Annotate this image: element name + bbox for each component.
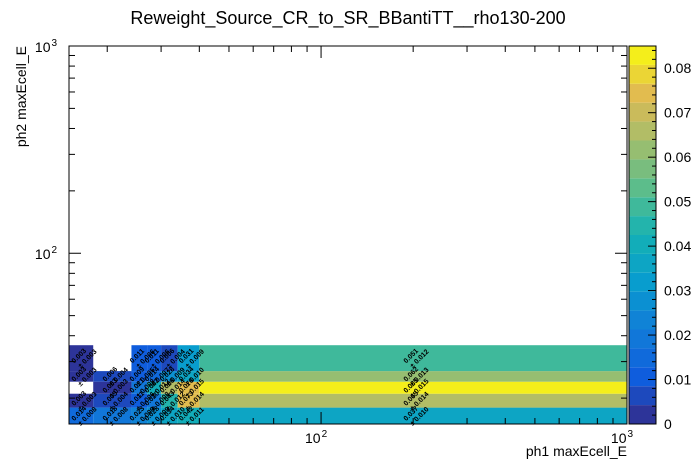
colorbar-band <box>629 348 656 368</box>
heatmap-cell <box>131 371 148 382</box>
heatmap-cell <box>93 393 132 408</box>
heatmap-cell <box>93 407 132 424</box>
colorbar-tick-label: 0.04 <box>664 238 691 254</box>
heatmap-cell <box>147 345 162 372</box>
heatmap-cell <box>177 345 200 372</box>
colorbar-band <box>629 253 656 273</box>
colorbar-band <box>629 310 656 330</box>
colorbar-band <box>629 121 656 141</box>
colorbar-band <box>629 329 656 349</box>
colorbar-tick-label: 0.05 <box>664 194 691 210</box>
heatmap-cell-labels: 0.014± 0.008 0.018± 0.008 0.023± 0.0090.02… <box>71 348 431 428</box>
heatmap-cell <box>177 393 200 408</box>
heatmap-cell <box>199 381 627 394</box>
colorbar-band <box>629 140 656 160</box>
heatmap-cell <box>69 407 94 424</box>
heatmap-cell <box>131 345 148 372</box>
heatmap-cell <box>69 345 94 372</box>
heatmap-cell <box>161 381 178 394</box>
heatmap-cell <box>199 393 627 408</box>
heatmap-cell <box>147 381 162 394</box>
colorbar-band <box>629 367 656 387</box>
heatmap-cell <box>69 371 94 382</box>
heatmap-cell <box>147 407 162 424</box>
heatmap-cell <box>93 381 132 394</box>
colorbar-band <box>629 83 656 103</box>
colorbar: 0 0.01 0.02 0.03 0.04 0.05 0.06 0.07 0.08 <box>628 45 691 432</box>
heatmap-cell <box>161 393 178 408</box>
heatmap-cell <box>199 407 627 424</box>
x-tick-label: 102 <box>305 429 328 446</box>
y-tick-label: 103 <box>35 38 58 55</box>
heatmap-cell <box>177 407 200 424</box>
y-axis-label: ph2 maxEcell_E <box>13 46 29 147</box>
heatmap-cell <box>131 381 148 394</box>
colorbar-band <box>629 405 656 424</box>
colorbar-band <box>629 102 656 122</box>
heatmap-cell <box>199 371 627 382</box>
heatmap-cell <box>161 371 178 382</box>
colorbar-band <box>629 216 656 235</box>
heatmap-cell <box>177 381 200 394</box>
colorbar-tick-label: 0.02 <box>664 327 691 343</box>
colorbar-tick-label: 0 <box>664 416 672 432</box>
colorbar-band <box>629 178 656 198</box>
colorbar-tick-label: 0.08 <box>664 60 691 76</box>
heatmap-cell <box>177 371 200 382</box>
heatmap-cell <box>93 371 132 382</box>
heatmap-cell <box>161 345 178 372</box>
colorbar-band <box>629 386 656 406</box>
heatmap-cell <box>161 407 178 424</box>
plot-frame <box>68 45 628 425</box>
y-tick-label: 102 <box>35 245 58 262</box>
colorbar-tick-label: 0.01 <box>664 372 691 388</box>
heatmap-cell <box>131 407 148 424</box>
colorbar-tick-label: 0.07 <box>664 105 691 121</box>
colorbar-tick-label: 0.06 <box>664 149 691 165</box>
colorbar-band <box>629 46 656 65</box>
heatmap-cell <box>199 345 627 372</box>
chart-title: Reweight_Source_CR_to_SR_BBantiTT__rho13… <box>130 8 566 28</box>
colorbar-band <box>629 64 656 84</box>
heatmap-cell <box>147 393 162 408</box>
heatmap-cell <box>131 393 148 408</box>
x-axis-label: ph1 maxEcell_E <box>526 443 627 459</box>
y-axis-ticks: 102 103 <box>35 38 627 399</box>
colorbar-band <box>629 235 656 254</box>
colorbar-band <box>629 159 656 179</box>
colorbar-band <box>629 291 656 311</box>
colorbar-band <box>629 272 656 292</box>
colorbar-band <box>629 197 656 217</box>
colorbar-tick-label: 0.03 <box>664 283 691 299</box>
heatmap-cells <box>69 345 627 424</box>
heatmap-cell <box>147 371 162 382</box>
heatmap-cell <box>69 393 94 408</box>
